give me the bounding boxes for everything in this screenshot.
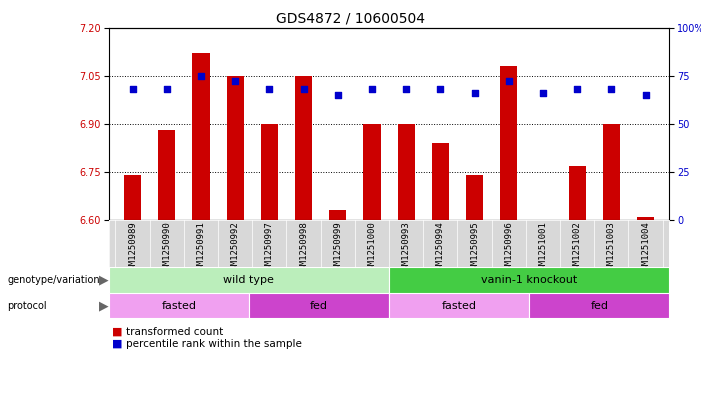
Text: fed: fed xyxy=(590,301,608,310)
Bar xyxy=(109,293,249,318)
Point xyxy=(196,72,207,79)
Text: GSM1251002: GSM1251002 xyxy=(573,222,582,275)
Text: GSM1250990: GSM1250990 xyxy=(163,222,171,275)
Bar xyxy=(569,165,585,220)
Bar xyxy=(295,75,312,220)
Bar xyxy=(432,143,449,220)
Bar xyxy=(501,66,517,220)
Text: GSM1250994: GSM1250994 xyxy=(436,222,445,275)
Text: fed: fed xyxy=(310,301,328,310)
Text: genotype/variation: genotype/variation xyxy=(7,275,100,285)
Bar xyxy=(389,293,529,318)
Text: GSM1250998: GSM1250998 xyxy=(299,222,308,275)
Point xyxy=(332,92,343,98)
Text: fasted: fasted xyxy=(161,301,196,310)
Bar xyxy=(226,75,244,220)
Point xyxy=(400,86,411,92)
Text: GSM1251003: GSM1251003 xyxy=(607,222,615,275)
Point xyxy=(538,90,549,96)
Bar xyxy=(329,210,346,220)
Bar xyxy=(389,267,669,293)
Point xyxy=(606,86,617,92)
Point xyxy=(571,86,583,92)
Text: transformed count: transformed count xyxy=(126,327,224,337)
Text: ■: ■ xyxy=(112,327,123,337)
Point xyxy=(161,86,172,92)
Text: GSM1251001: GSM1251001 xyxy=(538,222,547,275)
Text: ■: ■ xyxy=(112,339,123,349)
Text: fasted: fasted xyxy=(442,301,477,310)
Text: GDS4872 / 10600504: GDS4872 / 10600504 xyxy=(276,12,425,26)
Point xyxy=(469,90,480,96)
Bar xyxy=(363,124,381,220)
Point xyxy=(298,86,309,92)
Point xyxy=(503,78,515,84)
Point xyxy=(127,86,138,92)
Bar xyxy=(193,53,210,220)
Bar xyxy=(109,267,389,293)
Text: GSM1250991: GSM1250991 xyxy=(196,222,205,275)
Point xyxy=(640,92,651,98)
Text: ▶: ▶ xyxy=(99,274,109,286)
Text: vanin-1 knockout: vanin-1 knockout xyxy=(481,275,578,285)
Text: GSM1250997: GSM1250997 xyxy=(265,222,274,275)
Text: GSM1250992: GSM1250992 xyxy=(231,222,240,275)
Text: wild type: wild type xyxy=(224,275,274,285)
Bar xyxy=(529,293,669,318)
Text: ▶: ▶ xyxy=(99,299,109,312)
Bar xyxy=(124,175,141,220)
Bar xyxy=(637,217,654,220)
Text: GSM1250995: GSM1250995 xyxy=(470,222,479,275)
Text: protocol: protocol xyxy=(7,301,47,310)
Text: GSM1250996: GSM1250996 xyxy=(504,222,513,275)
Point xyxy=(229,78,240,84)
Bar xyxy=(603,124,620,220)
Text: GSM1251000: GSM1251000 xyxy=(367,222,376,275)
Bar xyxy=(466,175,483,220)
Bar xyxy=(158,130,175,220)
Bar xyxy=(261,124,278,220)
Point xyxy=(367,86,378,92)
Point xyxy=(264,86,275,92)
Text: GSM1251004: GSM1251004 xyxy=(641,222,650,275)
Point xyxy=(435,86,446,92)
Bar xyxy=(249,293,389,318)
Text: GSM1250999: GSM1250999 xyxy=(333,222,342,275)
Bar xyxy=(397,124,415,220)
Text: percentile rank within the sample: percentile rank within the sample xyxy=(126,339,302,349)
Text: GSM1250989: GSM1250989 xyxy=(128,222,137,275)
Text: GSM1250993: GSM1250993 xyxy=(402,222,411,275)
